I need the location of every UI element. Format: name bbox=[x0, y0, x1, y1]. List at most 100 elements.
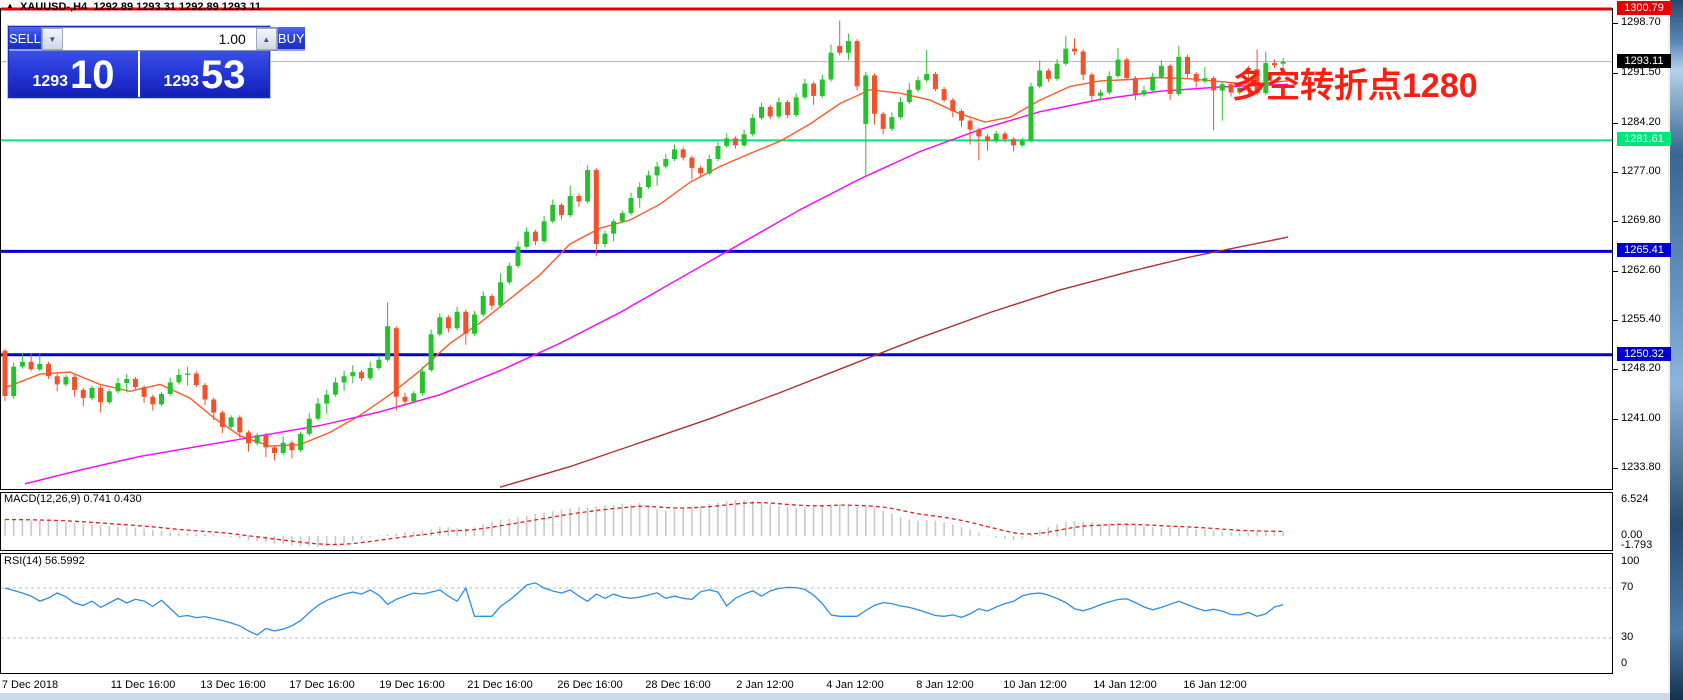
candle-body bbox=[611, 221, 617, 234]
buy-button[interactable]: BUY bbox=[277, 27, 305, 51]
candle-body bbox=[219, 412, 225, 427]
candle-body bbox=[1132, 78, 1138, 95]
candle-body bbox=[324, 394, 330, 404]
candle-body bbox=[2, 350, 8, 396]
candle-body bbox=[1263, 63, 1269, 94]
candle-body bbox=[672, 149, 677, 159]
date-label: 4 Jan 12:00 bbox=[826, 679, 884, 691]
candle-body bbox=[1054, 63, 1060, 79]
candle-body bbox=[498, 282, 504, 306]
candle-body bbox=[54, 376, 60, 385]
candle-body bbox=[228, 417, 234, 427]
rsi-axis-label: 100 bbox=[1621, 555, 1640, 567]
candle-body bbox=[350, 372, 356, 377]
candle-body bbox=[654, 166, 660, 176]
trade-quotes-row: 1293 10 1293 53 bbox=[9, 51, 269, 97]
chart-annotation-text: 多空转折点1280 bbox=[1232, 67, 1478, 105]
candle-body bbox=[1098, 92, 1104, 96]
buy-price-small: 1293 bbox=[163, 73, 200, 90]
candle-body bbox=[750, 117, 756, 135]
candle-body bbox=[515, 246, 521, 266]
price-badge: 1265.41 bbox=[1617, 243, 1671, 258]
ma-mid-line bbox=[24, 83, 1289, 485]
ma-slow-line bbox=[499, 236, 1289, 488]
sell-price-panel[interactable]: 1293 10 bbox=[9, 51, 138, 97]
candle-body bbox=[828, 52, 834, 80]
candle-body bbox=[176, 374, 182, 383]
rsi-panel[interactable] bbox=[0, 553, 1613, 674]
volume-decrease-button[interactable]: ▼ bbox=[41, 28, 63, 50]
rsi-axis-label: 0 bbox=[1621, 657, 1628, 669]
candle-body bbox=[72, 376, 78, 390]
buy-price-panel[interactable]: 1293 53 bbox=[140, 51, 269, 97]
candle-body bbox=[63, 376, 69, 385]
candle-body bbox=[915, 80, 921, 90]
candle-body bbox=[759, 106, 764, 118]
date-label: 14 Jan 12:00 bbox=[1093, 679, 1157, 691]
candle-body bbox=[837, 45, 843, 53]
candle-body bbox=[332, 382, 338, 395]
rsi-line bbox=[4, 582, 1284, 636]
candle-body bbox=[524, 231, 530, 247]
candle-body bbox=[802, 83, 808, 98]
price-axis-label: 1298.70 bbox=[1621, 16, 1661, 29]
candle-body bbox=[932, 74, 938, 90]
candle-body bbox=[437, 317, 443, 335]
price-axis-label: 1262.60 bbox=[1621, 263, 1661, 276]
candle-body bbox=[1202, 78, 1208, 82]
price-axis-label: 1241.00 bbox=[1621, 411, 1661, 424]
candle-body bbox=[1228, 84, 1234, 93]
candle-body bbox=[445, 317, 451, 329]
candle-body bbox=[454, 311, 460, 329]
date-label: 2 Jan 12:00 bbox=[736, 679, 794, 691]
candle-body bbox=[28, 361, 34, 370]
price-tick bbox=[1613, 23, 1618, 25]
candle-body bbox=[1037, 70, 1043, 87]
candle-body bbox=[263, 435, 269, 448]
candle-body bbox=[46, 363, 51, 377]
date-label: 17 Dec 16:00 bbox=[289, 679, 355, 691]
macd-axis-label: -1.793 bbox=[1621, 538, 1653, 551]
price-badge: 1300.79 bbox=[1617, 1, 1671, 15]
candle-body bbox=[1150, 76, 1156, 91]
macd-axis-label: 0.00 bbox=[1621, 529, 1643, 541]
volume-increase-button[interactable]: ▲ bbox=[255, 28, 277, 50]
candle-body bbox=[785, 102, 791, 116]
candle-body bbox=[489, 296, 495, 306]
candle-body bbox=[1237, 87, 1243, 93]
candle-body bbox=[254, 435, 260, 444]
candle-body bbox=[602, 233, 608, 244]
candle-body bbox=[1124, 59, 1130, 79]
candle-body bbox=[880, 113, 886, 129]
candle-body bbox=[1141, 90, 1147, 95]
date-label: 10 Jan 12:00 bbox=[1003, 679, 1067, 691]
buy-price-big: 53 bbox=[201, 53, 246, 97]
candle-body bbox=[950, 100, 956, 112]
sell-price-big: 10 bbox=[70, 53, 115, 97]
candle-body bbox=[1028, 86, 1034, 141]
candle-body bbox=[411, 393, 417, 402]
candle-body bbox=[854, 41, 860, 87]
rsi-label: RSI(14) 56.5992 bbox=[4, 555, 85, 567]
macd-panel[interactable] bbox=[0, 492, 1613, 551]
candle-body bbox=[89, 387, 95, 399]
candle-body bbox=[272, 447, 277, 453]
candle-body bbox=[689, 157, 695, 168]
candle-body bbox=[315, 403, 321, 419]
candle-body bbox=[1254, 69, 1260, 94]
candle-body bbox=[11, 366, 17, 397]
price-badge: 1281.61 bbox=[1617, 132, 1671, 147]
candle-body bbox=[628, 198, 634, 214]
one-click-trading-panel: SELL ▼ ▲ BUY 1293 10 1293 53 bbox=[8, 26, 305, 98]
price-tick bbox=[1613, 320, 1618, 321]
sell-button[interactable]: SELL bbox=[9, 27, 41, 51]
volume-input[interactable] bbox=[62, 28, 256, 50]
candle-body bbox=[619, 213, 625, 222]
candle-body bbox=[811, 83, 817, 96]
date-label: 8 Jan 12:00 bbox=[916, 679, 974, 691]
candle-body bbox=[463, 311, 469, 334]
candle-body bbox=[341, 376, 347, 383]
candle-body bbox=[280, 442, 286, 453]
price-axis-label: 1233.80 bbox=[1621, 461, 1661, 473]
